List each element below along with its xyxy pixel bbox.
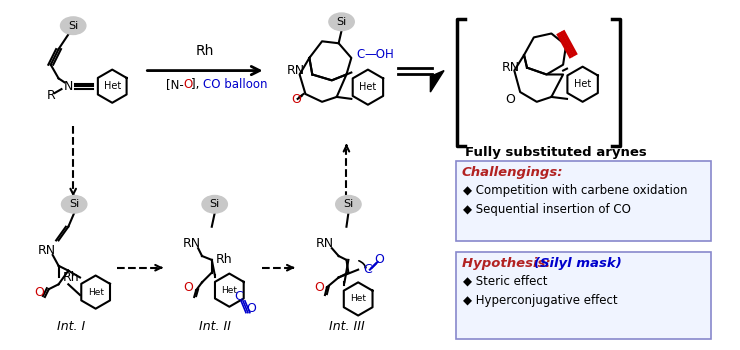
Text: Fully substituted arynes: Fully substituted arynes [465,146,648,159]
Text: O: O [314,281,324,294]
Text: Si: Si [209,199,220,209]
Text: O: O [34,286,44,299]
Text: O: O [291,93,300,106]
Text: O: O [184,281,193,294]
Text: R: R [47,90,55,103]
FancyBboxPatch shape [456,161,711,241]
Text: RN: RN [316,237,334,250]
Polygon shape [344,282,372,316]
Text: Si: Si [68,21,78,31]
Text: Hypothesis:: Hypothesis: [462,257,555,270]
Text: RN: RN [501,61,519,74]
Polygon shape [215,274,243,307]
Text: O: O [184,78,192,91]
Text: RN: RN [38,244,56,257]
Text: Challengings:: Challengings: [462,166,563,179]
Text: ],: ], [191,78,204,91]
Text: Si: Si [69,199,79,209]
Text: Rh: Rh [216,253,233,266]
Text: Het: Het [574,79,591,89]
FancyArrowPatch shape [359,261,366,268]
Text: Int. III: Int. III [329,320,364,333]
Text: ◆ Steric effect: ◆ Steric effect [462,274,547,288]
Text: RN: RN [184,237,201,250]
Text: Het: Het [104,81,121,91]
Text: Si: Si [337,17,347,27]
Polygon shape [431,71,444,92]
Text: C: C [235,290,243,303]
Polygon shape [98,70,127,103]
Text: Het: Het [350,294,366,303]
Text: O: O [246,302,256,315]
Text: ◆ Competition with carbene oxidation: ◆ Competition with carbene oxidation [462,184,687,197]
Text: C: C [356,48,365,62]
Ellipse shape [61,196,87,213]
Polygon shape [353,70,383,105]
Text: N: N [64,80,73,93]
Text: Rh: Rh [196,44,214,58]
Text: C: C [363,263,372,276]
FancyBboxPatch shape [456,252,711,339]
Polygon shape [568,66,598,102]
Text: ◆ Sequential insertion of CO: ◆ Sequential insertion of CO [462,203,630,216]
Text: Int. II: Int. II [199,320,231,333]
Text: ◆ Hyperconjugative effect: ◆ Hyperconjugative effect [462,294,617,307]
Text: [N-: [N- [166,78,184,91]
Ellipse shape [202,196,227,213]
Polygon shape [81,275,110,309]
Text: O: O [374,253,385,266]
Text: O: O [505,93,515,106]
Text: —OH: —OH [364,48,394,62]
Text: RN: RN [286,64,305,77]
Text: (Silyl mask): (Silyl mask) [534,257,622,270]
Text: CO balloon: CO balloon [203,78,267,91]
Text: Het: Het [87,288,104,296]
Ellipse shape [336,196,361,213]
Text: Si: Si [343,199,354,209]
Text: Het: Het [221,286,238,295]
Ellipse shape [61,17,86,34]
Ellipse shape [329,13,354,30]
Text: Rh: Rh [63,271,80,284]
Text: Int. I: Int. I [57,320,85,333]
Text: Het: Het [360,82,377,92]
